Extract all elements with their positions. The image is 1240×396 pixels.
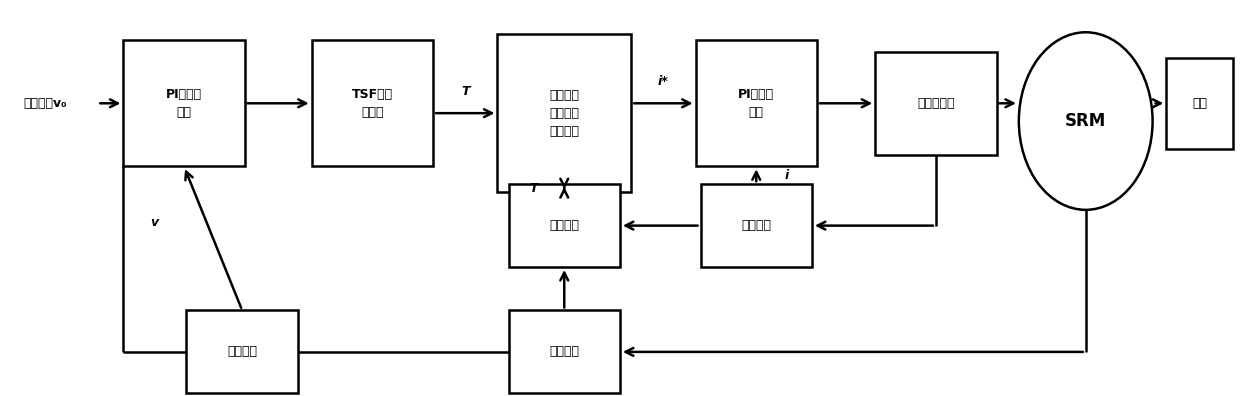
Bar xyxy=(186,310,298,393)
Text: TSF转矩
分配器: TSF转矩 分配器 xyxy=(352,88,393,119)
Text: PI电流控
制器: PI电流控 制器 xyxy=(738,88,774,119)
Bar xyxy=(311,40,433,166)
Text: SRM: SRM xyxy=(1065,112,1106,130)
Text: T: T xyxy=(529,182,538,195)
Text: 非线性空
间迭代转
矩补偿器: 非线性空 间迭代转 矩补偿器 xyxy=(549,89,579,138)
Text: v: v xyxy=(150,216,159,229)
Bar xyxy=(497,34,631,192)
Text: i: i xyxy=(785,169,790,182)
Bar xyxy=(508,184,620,267)
Text: 位置测量: 位置测量 xyxy=(549,345,579,358)
Text: 转矩计算: 转矩计算 xyxy=(549,219,579,232)
Text: 转速计算: 转速计算 xyxy=(227,345,257,358)
Text: i*: i* xyxy=(658,75,668,88)
Bar xyxy=(1167,58,1233,148)
Bar xyxy=(508,310,620,393)
Text: PI速度控
制器: PI速度控 制器 xyxy=(166,88,202,119)
Bar xyxy=(696,40,817,166)
Text: 电流测量: 电流测量 xyxy=(742,219,771,232)
Text: 功率变换器: 功率变换器 xyxy=(918,97,955,110)
Text: T: T xyxy=(461,85,470,98)
Text: 负载: 负载 xyxy=(1192,97,1208,110)
Bar xyxy=(701,184,812,267)
Ellipse shape xyxy=(1019,32,1153,210)
Bar xyxy=(875,52,997,154)
Bar xyxy=(123,40,244,166)
Text: 设定速度v₀: 设定速度v₀ xyxy=(24,97,67,110)
